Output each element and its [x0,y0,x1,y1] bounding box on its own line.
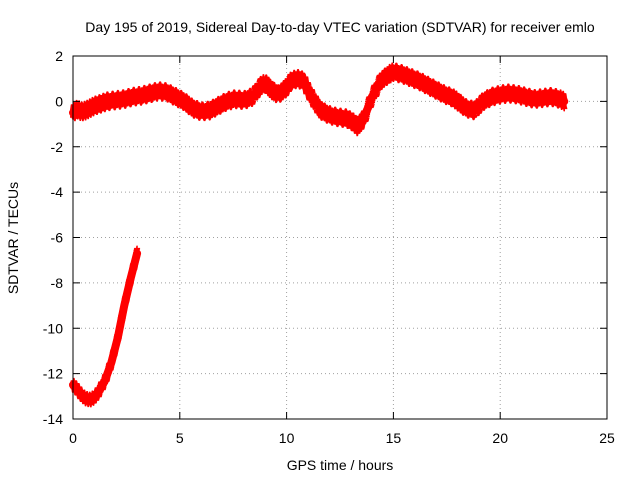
x-tick-label: 0 [69,430,77,446]
y-tick-label: 0 [55,93,63,109]
y-tick-label: -10 [43,320,63,336]
y-tick-label: -6 [51,230,64,246]
x-tick-label: 10 [279,430,295,446]
x-tick-label: 20 [492,430,508,446]
x-axis-label: GPS time / hours [287,457,394,473]
series-start [69,245,142,408]
data-series [69,62,569,408]
y-tick-label: -8 [51,275,64,291]
y-tick-label: -4 [51,184,64,200]
x-tick-label: 25 [599,430,615,446]
y-tick-label: -12 [43,366,63,382]
x-tick-label: 15 [386,430,402,446]
y-axis-label: SDTVAR / TECUs [5,182,21,294]
x-tick-label: 5 [176,430,184,446]
series-main [69,62,569,137]
grid-lines [73,56,607,419]
y-tick-label: -14 [43,411,63,427]
y-tick-label: 2 [55,48,63,64]
y-tick-label: -2 [51,139,64,155]
chart-title: Day 195 of 2019, Sidereal Day-to-day VTE… [85,19,595,35]
series-line-start [69,249,142,404]
series-line-main [69,67,569,131]
